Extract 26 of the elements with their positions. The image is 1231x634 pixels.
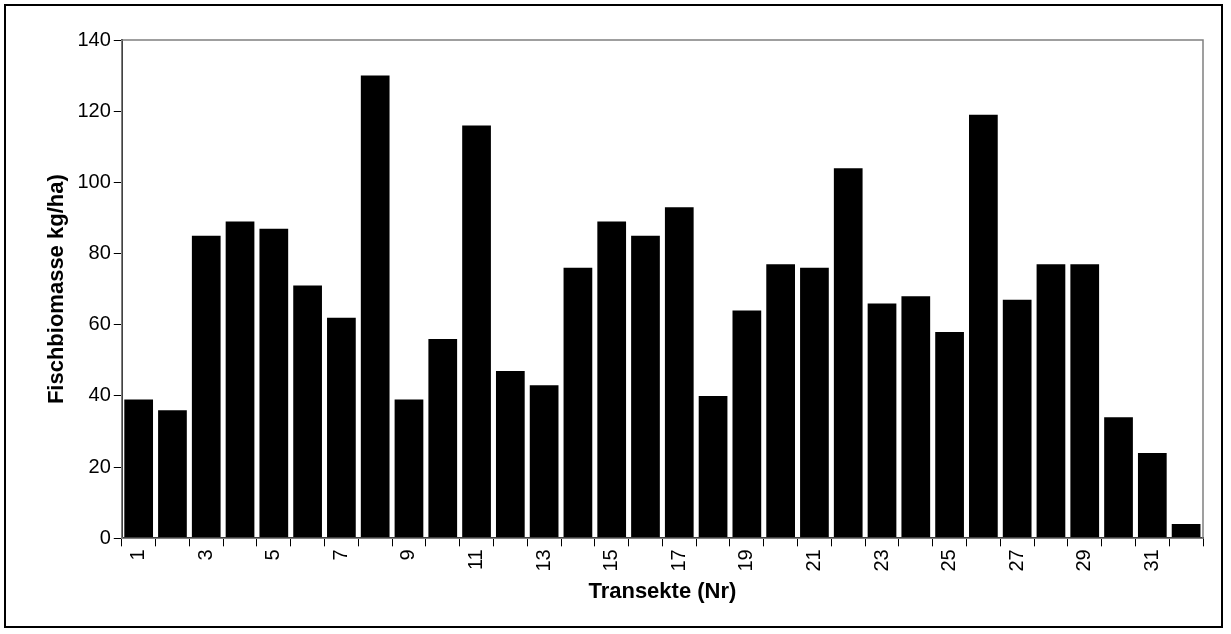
y-tick-label: 80 [88,241,111,264]
y-tick-label: 120 [77,98,111,121]
x-tick-label: 5 [261,549,284,561]
y-tick-label: 100 [77,169,111,192]
y-tick-label: 140 [77,27,111,50]
y-tick-label: 0 [99,525,111,548]
x-tick-label: 15 [599,549,622,572]
x-tick-label: 25 [937,549,960,572]
x-tick-label: 9 [396,549,419,561]
x-tick-label: 29 [1072,549,1095,572]
x-tick-label: 31 [1139,549,1162,572]
y-tick-label: 60 [88,312,111,335]
x-tick-label: 17 [666,549,689,572]
x-tick-label: 1 [126,549,149,561]
x-tick-label: 3 [193,549,216,561]
x-axis-title: Transekte (Nr) [588,577,737,603]
y-tick-label: 40 [88,383,111,406]
x-tick-label: 7 [328,549,351,561]
x-tick-label: 23 [869,549,892,572]
x-tick-label: 11 [464,549,487,571]
x-tick-label: 27 [1004,549,1027,572]
y-tick-label: 20 [88,454,111,477]
x-tick-label: 13 [531,549,554,572]
y-axis-title: Fischbiomasse kg/ha) [43,174,69,405]
x-tick-label: 19 [734,549,757,572]
x-tick-label: 21 [801,549,824,572]
